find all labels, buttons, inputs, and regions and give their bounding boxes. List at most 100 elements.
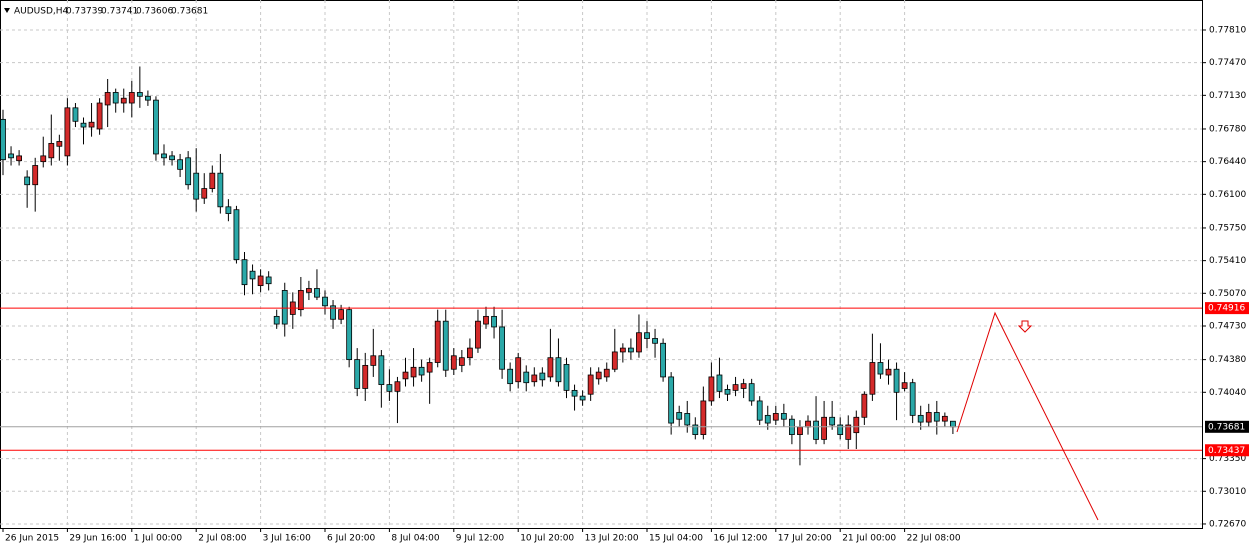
- y-tick-label: 0.74040: [1209, 388, 1246, 398]
- candle-body: [249, 270, 256, 280]
- x-tick-label: 13 Jul 20:00: [585, 534, 639, 544]
- candle-body: [764, 414, 771, 424]
- symbol: AUDUSD,H4: [14, 7, 69, 17]
- candle-body: [370, 355, 377, 366]
- candle-body: [241, 259, 248, 286]
- x-tick-label: 15 Jul 04:00: [649, 534, 703, 544]
- candle-body: [523, 371, 530, 384]
- candle-body: [104, 92, 111, 106]
- candle-body: [676, 412, 683, 420]
- candle-body: [201, 188, 208, 199]
- candle-body: [273, 315, 280, 325]
- x-tick-label: 26 Jun 2015: [5, 534, 59, 544]
- candle-body: [628, 347, 634, 353]
- candle-body: [539, 372, 546, 381]
- candle-body: [837, 424, 844, 435]
- candle-body: [410, 366, 417, 378]
- x-tick-label: 17 Jul 20:00: [778, 534, 832, 544]
- candle-body: [708, 376, 715, 402]
- candle-body: [48, 142, 55, 159]
- candle-body: [660, 342, 666, 378]
- candle-body: [354, 359, 361, 389]
- candle-body: [684, 413, 691, 426]
- y-tick-label: 0.73350: [1209, 454, 1246, 464]
- down-arrow: [1017, 320, 1033, 333]
- candle-body: [531, 374, 538, 383]
- candle-body: [297, 290, 304, 311]
- candle-body: [499, 326, 506, 370]
- candle-body: [869, 362, 876, 395]
- candle-body: [305, 288, 312, 293]
- candle-body: [322, 296, 328, 307]
- level-label: 0.73437: [1208, 446, 1245, 456]
- candle-body: [418, 366, 425, 376]
- candle-body: [652, 338, 658, 344]
- candle-body: [177, 159, 184, 170]
- candle-body: [491, 315, 497, 328]
- x-tick-label: 6 Jul 20:00: [327, 534, 376, 544]
- candle-body: [136, 92, 143, 97]
- candle-body: [595, 371, 602, 380]
- candle-body: [225, 206, 232, 214]
- candle-body: [475, 320, 481, 349]
- y-tick-label: 0.76440: [1209, 157, 1246, 167]
- x-tick-label: 16 Jul 12:00: [713, 534, 767, 544]
- candle-body: [933, 412, 940, 422]
- candle-body: [483, 315, 489, 325]
- candle-body: [885, 368, 892, 376]
- candle-body: [434, 320, 441, 363]
- last-price-label: 0.73681: [1208, 422, 1245, 432]
- level-label: 0.74916: [1208, 304, 1245, 314]
- candle-body: [386, 384, 393, 392]
- candle-body: [32, 165, 39, 186]
- candle-body: [732, 384, 739, 391]
- level-box: [1205, 302, 1249, 315]
- candle-body: [547, 357, 554, 378]
- candle-body: [144, 95, 151, 101]
- candle-body: [378, 355, 385, 386]
- x-tick-label: 22 Jul 08:00: [907, 534, 961, 544]
- candle-body: [442, 320, 449, 371]
- candle-body: [619, 347, 626, 353]
- candle-body: [402, 371, 409, 380]
- candle-body: [338, 309, 345, 320]
- candle-body: [700, 400, 707, 435]
- ohlc-low: 0.73606: [136, 7, 173, 17]
- grid: [0, 0, 1202, 528]
- candle-body: [265, 276, 272, 285]
- y-tick-label: 0.74730: [1209, 321, 1246, 331]
- y-tick-label: 0.75750: [1209, 223, 1246, 233]
- ohlc-open: 0.73739: [66, 7, 103, 17]
- candle-body: [893, 368, 900, 393]
- x-tick-label: 8 Jul 04:00: [391, 534, 440, 544]
- candle-body: [88, 121, 95, 128]
- candle-body: [716, 374, 723, 392]
- candle-body: [821, 416, 827, 440]
- y-tick-label: 0.74380: [1209, 355, 1246, 365]
- candle-body: [233, 209, 240, 261]
- candle-body: [772, 413, 779, 421]
- candle-body: [120, 97, 127, 104]
- x-tick-label: 1 Jul 00:00: [134, 534, 183, 544]
- candle-body: [950, 420, 956, 428]
- trend-projection: [956, 311, 1099, 521]
- candle-body: [257, 275, 264, 287]
- candle-body: [40, 155, 47, 163]
- candle-body: [96, 102, 103, 130]
- x-tick-label: 2 Jul 08:00: [198, 534, 247, 544]
- ohlc-close: 0.73681: [171, 7, 208, 17]
- candle-body: [515, 357, 522, 383]
- y-tick-label: 0.75070: [1209, 289, 1246, 299]
- candle-body: [805, 420, 811, 428]
- candle-body: [813, 420, 819, 440]
- candle-body: [185, 157, 192, 186]
- candle-body: [611, 351, 618, 370]
- plot-frame: [0, 0, 1203, 529]
- candle-body: [797, 426, 803, 435]
- x-tick-label: 9 Jul 12:00: [456, 534, 505, 544]
- candle-body: [466, 347, 473, 359]
- candle-body: [362, 364, 369, 389]
- candle-body: [644, 332, 650, 339]
- candle-body: [571, 389, 578, 397]
